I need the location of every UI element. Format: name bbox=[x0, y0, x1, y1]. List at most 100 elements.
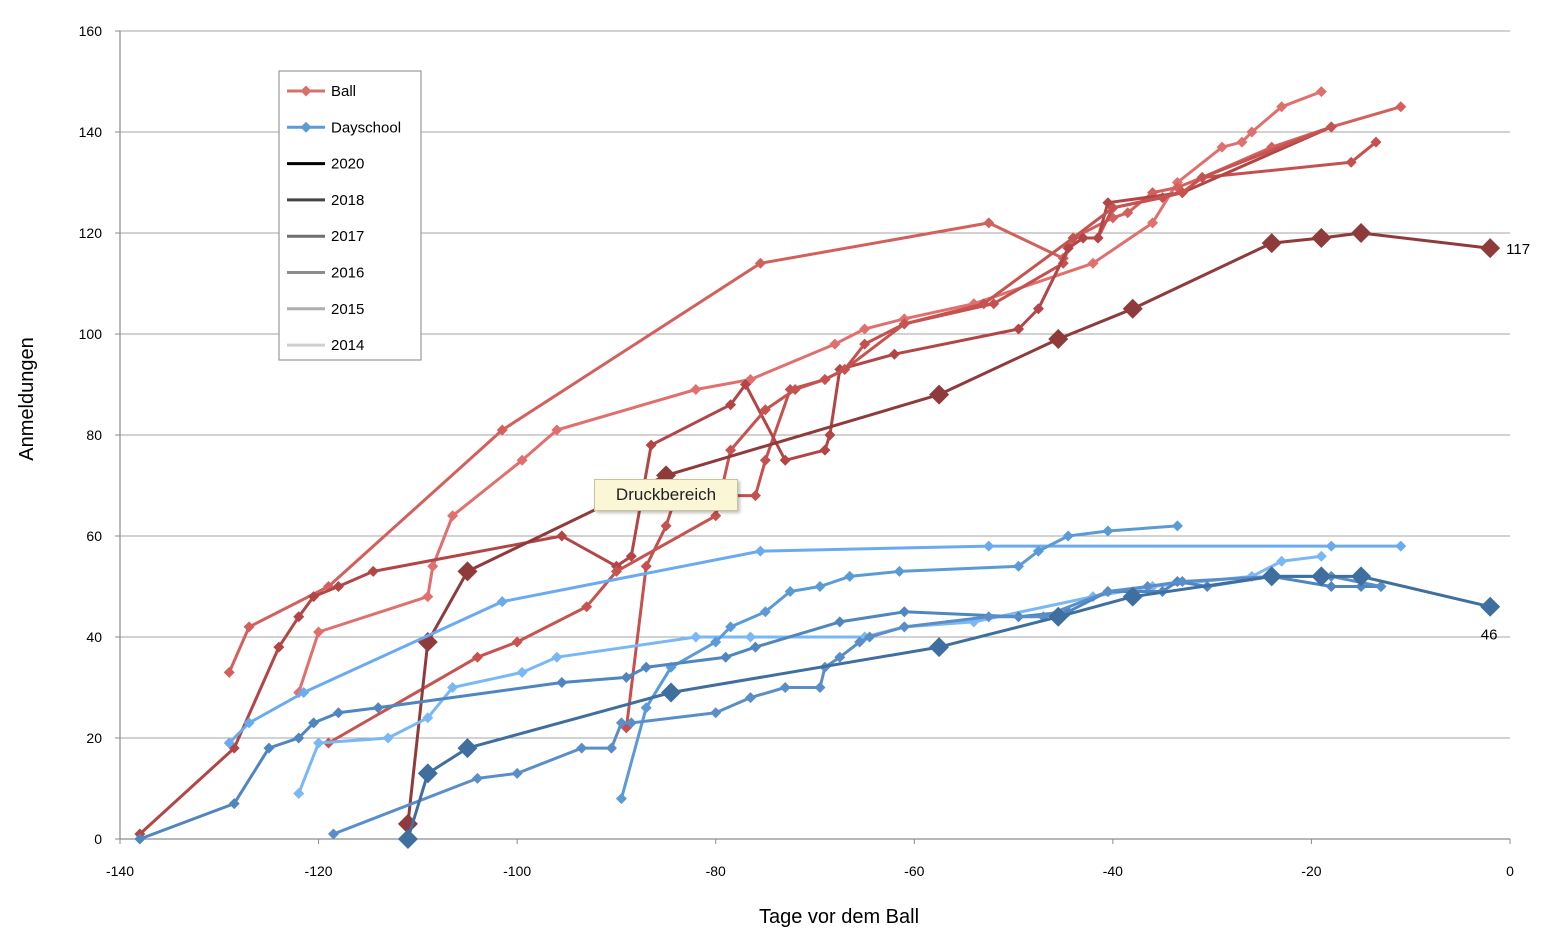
data-point bbox=[759, 454, 771, 466]
data-point bbox=[516, 454, 528, 466]
series-ball-4 bbox=[323, 121, 1337, 749]
data-point bbox=[759, 606, 771, 618]
data-point bbox=[422, 591, 434, 603]
x-tick-label: -100 bbox=[503, 863, 531, 879]
series-dayschool-10 bbox=[327, 570, 1387, 840]
y-tick-label: 0 bbox=[94, 831, 102, 847]
data-point bbox=[1351, 566, 1372, 587]
data-point bbox=[397, 829, 418, 849]
legend-label: 2014 bbox=[331, 337, 364, 354]
series-line bbox=[228, 544, 1401, 745]
data-point bbox=[1171, 520, 1183, 532]
data-point bbox=[223, 666, 235, 678]
data-point bbox=[720, 651, 732, 663]
data-point bbox=[228, 798, 240, 810]
data-point bbox=[263, 742, 275, 754]
data-point bbox=[1102, 525, 1114, 537]
data-point bbox=[620, 671, 632, 683]
legend-item-2017: 2017 bbox=[287, 228, 364, 245]
data-point bbox=[471, 651, 483, 663]
legend-box bbox=[278, 70, 422, 361]
legend-label: 2015 bbox=[331, 301, 364, 318]
data-point bbox=[829, 338, 841, 350]
series-line bbox=[332, 574, 1382, 836]
data-point bbox=[615, 793, 627, 805]
data-point bbox=[372, 702, 384, 714]
data-point bbox=[332, 707, 344, 719]
data-point bbox=[893, 565, 905, 577]
y-tick-label: 140 bbox=[79, 124, 103, 140]
data-point bbox=[779, 682, 791, 693]
series-dayschool-7 bbox=[223, 540, 1407, 749]
data-point bbox=[1345, 156, 1357, 168]
data-point bbox=[983, 217, 995, 229]
data-point bbox=[1375, 581, 1387, 592]
data-point bbox=[1276, 555, 1288, 567]
data-point bbox=[1315, 86, 1327, 98]
legend-item-2018: 2018 bbox=[287, 192, 364, 209]
data-point bbox=[447, 510, 459, 522]
data-point bbox=[978, 298, 990, 310]
data-point bbox=[1107, 202, 1119, 214]
series-dayschool-8 bbox=[615, 520, 1183, 805]
data-point bbox=[859, 323, 871, 335]
data-point bbox=[313, 737, 325, 749]
legend-item-2015: 2015 bbox=[287, 301, 364, 318]
legend-label: Ball bbox=[331, 83, 356, 100]
data-point bbox=[844, 570, 856, 582]
data-point bbox=[640, 560, 652, 572]
data-point bbox=[819, 373, 831, 385]
data-point bbox=[710, 707, 722, 719]
data-point bbox=[422, 712, 434, 724]
x-axis-title: Tage vor dem Ball bbox=[759, 906, 919, 928]
data-point bbox=[1087, 257, 1099, 269]
data-point bbox=[1067, 232, 1079, 244]
data-point bbox=[471, 772, 483, 784]
data-point bbox=[725, 621, 737, 633]
data-point bbox=[725, 399, 737, 411]
legend: Ball Dayschool 2020 2018 2017 2016 2015 2014 bbox=[278, 70, 422, 361]
legend-label: 2018 bbox=[331, 192, 364, 209]
data-point bbox=[134, 833, 146, 845]
x-tick-label: -80 bbox=[706, 863, 726, 879]
data-point bbox=[824, 429, 836, 441]
y-tick-label: 20 bbox=[86, 730, 102, 746]
data-point bbox=[1261, 233, 1282, 254]
data-point bbox=[511, 636, 523, 648]
data-point bbox=[1395, 540, 1407, 552]
data-point bbox=[929, 637, 950, 658]
x-tick-label: -120 bbox=[305, 863, 333, 879]
data-point bbox=[308, 591, 320, 603]
x-tick-label: -20 bbox=[1301, 863, 1321, 879]
data-point bbox=[1062, 530, 1074, 542]
data-point bbox=[725, 444, 737, 456]
tick-labels: 0 20 40 60 80 100 120 140 160 -140 -120 -100 -80 -60 -… bbox=[79, 23, 1514, 879]
data-point bbox=[427, 560, 439, 572]
x-tick-label: -60 bbox=[904, 863, 924, 879]
data-point bbox=[1122, 207, 1134, 219]
data-point bbox=[1176, 187, 1188, 199]
data-point bbox=[1092, 232, 1104, 244]
data-point bbox=[854, 636, 866, 648]
data-point bbox=[1480, 596, 1501, 617]
data-point bbox=[496, 596, 508, 608]
data-point bbox=[625, 717, 637, 729]
y-tick-label: 40 bbox=[86, 629, 102, 645]
data-point bbox=[298, 687, 310, 699]
y-axis-title: Anmeldungen bbox=[16, 337, 38, 460]
legend-marker bbox=[300, 121, 312, 133]
data-point bbox=[581, 601, 593, 613]
data-point bbox=[1196, 171, 1208, 183]
data-point bbox=[1122, 586, 1143, 607]
data-point bbox=[1311, 228, 1332, 249]
data-point bbox=[1311, 566, 1332, 587]
data-point bbox=[1395, 101, 1407, 113]
data-point bbox=[898, 606, 910, 618]
data-point bbox=[1048, 606, 1069, 627]
data-point bbox=[556, 530, 568, 542]
y-tick-label: 80 bbox=[86, 427, 102, 443]
data-point bbox=[660, 520, 672, 532]
series-line bbox=[327, 125, 1332, 745]
data-point bbox=[382, 732, 394, 744]
data-point bbox=[1325, 540, 1337, 552]
